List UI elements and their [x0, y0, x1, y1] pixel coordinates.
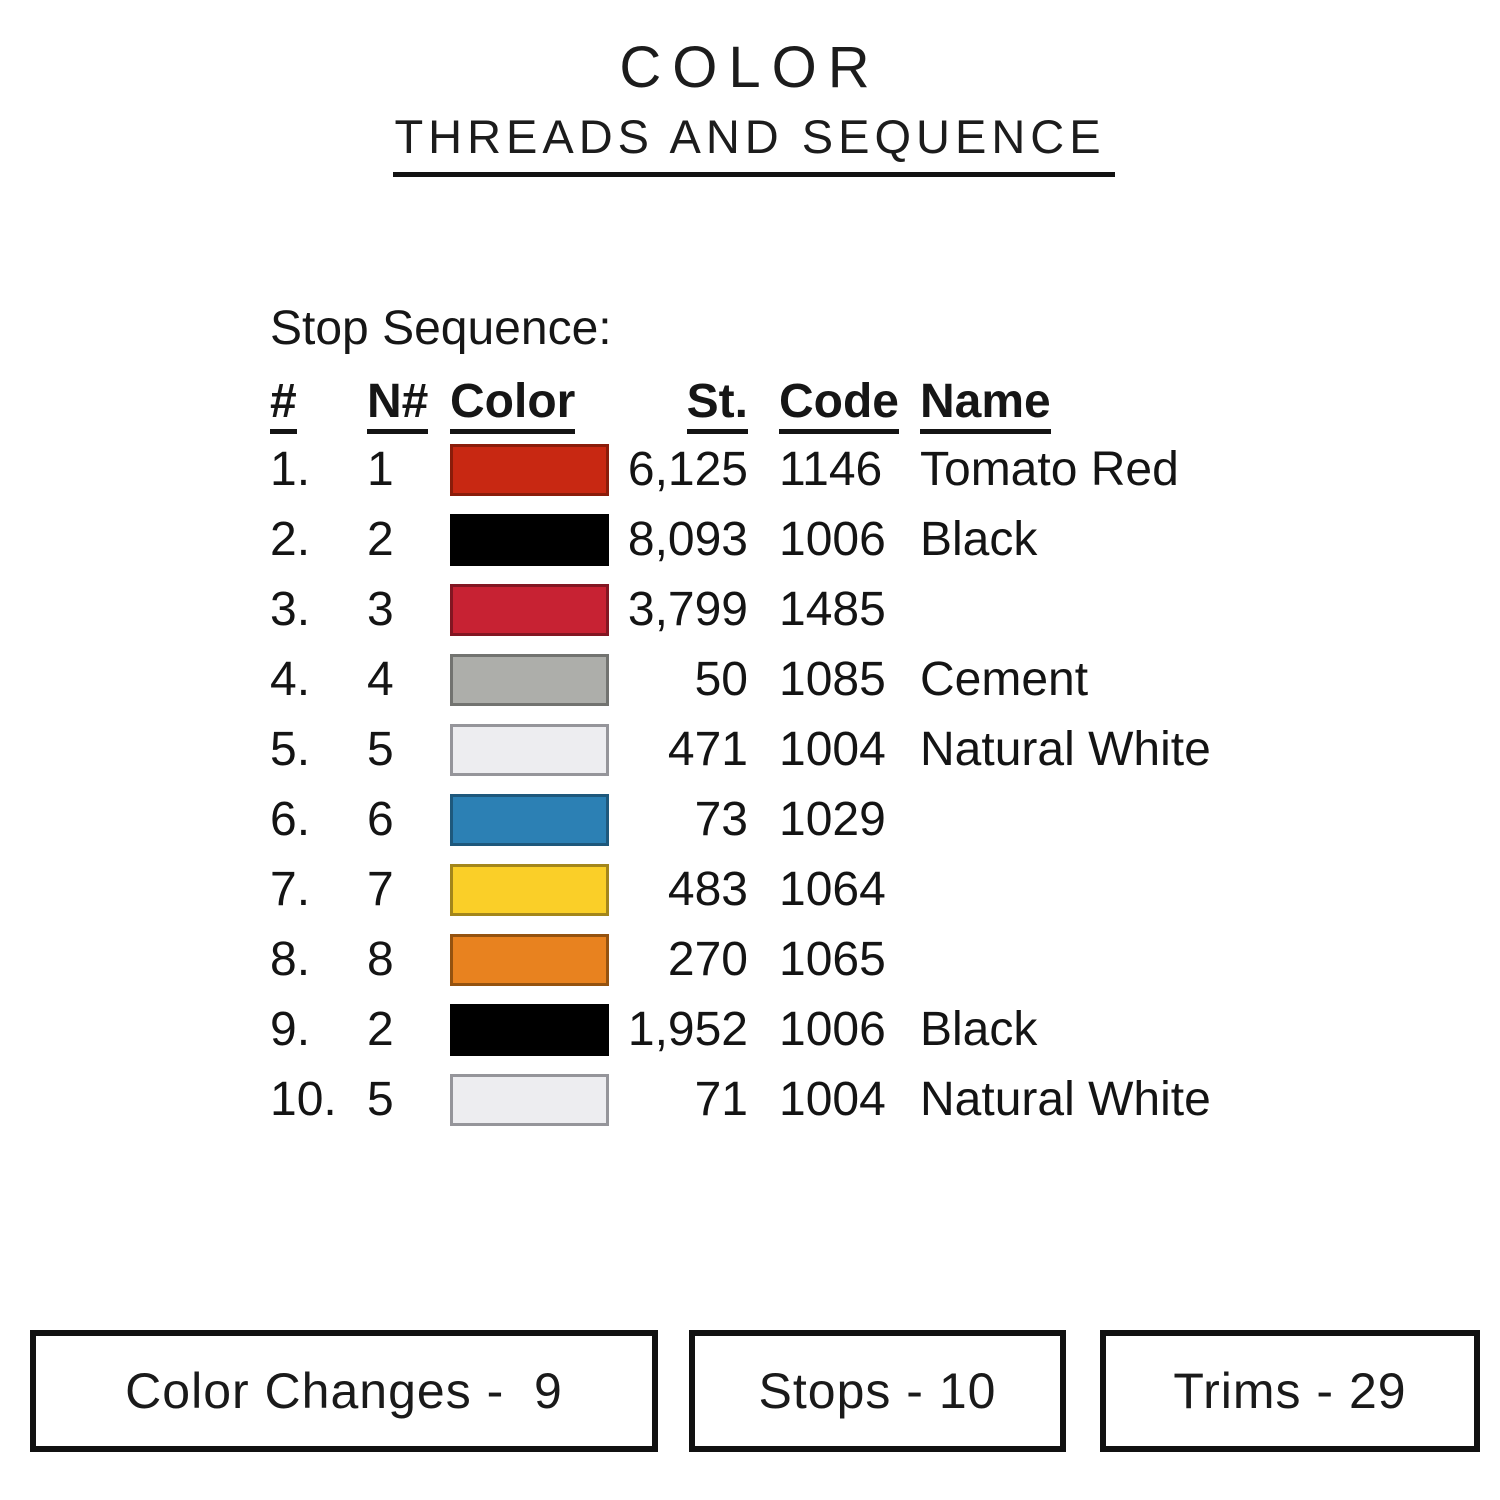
thread-name: Cement: [920, 652, 1089, 706]
stop-number: 3.: [270, 582, 311, 636]
thread-code: 1004: [779, 1072, 886, 1126]
swatch-cell: [450, 512, 609, 567]
thread-code: 1064: [779, 862, 886, 916]
stitch-count: 71: [694, 1072, 748, 1126]
needle-number: 2: [367, 1002, 394, 1056]
table-row: 5. 5 471 1004 Natural White: [270, 714, 1330, 784]
thread-name: Black: [920, 512, 1038, 566]
trims-text: Trims - 29: [1173, 1363, 1407, 1419]
swatch-cell: [450, 862, 609, 917]
stitch-count: 73: [694, 792, 748, 846]
stitch-count: 50: [694, 652, 748, 706]
table-header-row: # N# Color St. Code Name: [270, 372, 1330, 435]
thread-code: 1006: [779, 512, 886, 566]
thread-code: 1485: [779, 582, 886, 636]
table-row: 4. 4 50 1085 Cement: [270, 644, 1330, 714]
color-swatch: [450, 514, 609, 567]
stitch-count: 6,125: [627, 442, 748, 496]
table-row: 1. 1 6,125 1146 Tomato Red: [270, 434, 1330, 504]
stitch-count: 471: [667, 722, 748, 776]
page-title: COLOR: [619, 35, 881, 100]
color-swatch: [450, 724, 609, 777]
table-row: 2. 2 8,093 1006 Black: [270, 504, 1330, 574]
thread-code: 1146: [779, 442, 883, 496]
stop-number: 2.: [270, 512, 311, 566]
color-changes-text: Color Changes - 9: [125, 1363, 563, 1419]
thread-code: 1085: [779, 652, 886, 706]
swatch-cell: [450, 932, 609, 987]
thread-code: 1006: [779, 1002, 886, 1056]
stop-number: 8.: [270, 932, 311, 986]
color-swatch: [450, 934, 609, 987]
stop-sequence-section: Stop Sequence: # N# Color St. Code Name …: [270, 301, 1330, 1134]
color-swatch: [450, 1004, 609, 1057]
table-row: 6. 6 73 1029: [270, 784, 1330, 854]
stop-number: 6.: [270, 792, 311, 846]
color-swatch: [450, 864, 609, 917]
thread-code: 1065: [779, 932, 886, 986]
swatch-cell: [450, 1072, 609, 1127]
title-underline: [393, 172, 1115, 177]
table-row: 7. 7 483 1064: [270, 854, 1330, 924]
stitch-count: 8,093: [627, 512, 748, 566]
needle-number: 5: [367, 1072, 394, 1126]
stop-number: 10.: [270, 1072, 337, 1126]
swatch-cell: [450, 792, 609, 847]
stitch-count: 483: [667, 862, 748, 916]
header-stitches: St.: [609, 374, 748, 435]
header-color: Color: [450, 374, 609, 435]
page-subtitle: THREADS AND SEQUENCE: [394, 110, 1106, 163]
color-swatch: [450, 794, 609, 847]
stops-box: Stops - 10: [689, 1330, 1066, 1452]
stop-sequence-caption: Stop Sequence:: [270, 302, 612, 355]
needle-number: 5: [367, 722, 394, 776]
table-row: 8. 8 270 1065: [270, 924, 1330, 994]
thread-code: 1029: [779, 792, 886, 846]
needle-number: 7: [367, 862, 394, 916]
stop-number: 9.: [270, 1002, 311, 1056]
table-row: 9. 2 1,952 1006 Black: [270, 994, 1330, 1064]
stop-number: 4.: [270, 652, 311, 706]
thread-name: Tomato Red: [920, 442, 1179, 496]
needle-number: 6: [367, 792, 394, 846]
thread-name: Natural White: [920, 722, 1211, 776]
stops-text: Stops - 10: [758, 1363, 997, 1419]
color-changes-box: Color Changes - 9: [30, 1330, 658, 1452]
table-row: 3. 3 3,799 1485: [270, 574, 1330, 644]
stop-sequence-rows: 1. 1 6,125 1146 Tomato Red 2. 2 8,093 10…: [270, 434, 1330, 1134]
table-row: 10. 5 71 1004 Natural White: [270, 1064, 1330, 1134]
swatch-cell: [450, 582, 609, 637]
header-name: Name: [920, 374, 1330, 435]
stitch-count: 270: [667, 932, 748, 986]
swatch-cell: [450, 652, 609, 707]
color-swatch: [450, 584, 609, 637]
trims-box: Trims - 29: [1100, 1330, 1480, 1452]
needle-number: 2: [367, 512, 394, 566]
swatch-cell: [450, 722, 609, 777]
needle-number: 1: [367, 442, 394, 496]
needle-number: 3: [367, 582, 394, 636]
header-needle: N#: [367, 374, 450, 435]
stitch-count: 1,952: [627, 1002, 748, 1056]
color-swatch: [450, 444, 609, 497]
stop-number: 5.: [270, 722, 311, 776]
color-swatch: [450, 1074, 609, 1127]
stop-number: 1.: [270, 442, 311, 496]
thread-code: 1004: [779, 722, 886, 776]
needle-number: 4: [367, 652, 394, 706]
thread-name: Natural White: [920, 1072, 1211, 1126]
stop-number: 7.: [270, 862, 311, 916]
color-swatch: [450, 654, 609, 707]
swatch-cell: [450, 1002, 609, 1057]
thread-name: Black: [920, 1002, 1038, 1056]
header-code: Code: [779, 374, 903, 435]
swatch-cell: [450, 442, 609, 497]
stitch-count: 3,799: [627, 582, 748, 636]
needle-number: 8: [367, 932, 394, 986]
header-seq: #: [270, 374, 367, 435]
